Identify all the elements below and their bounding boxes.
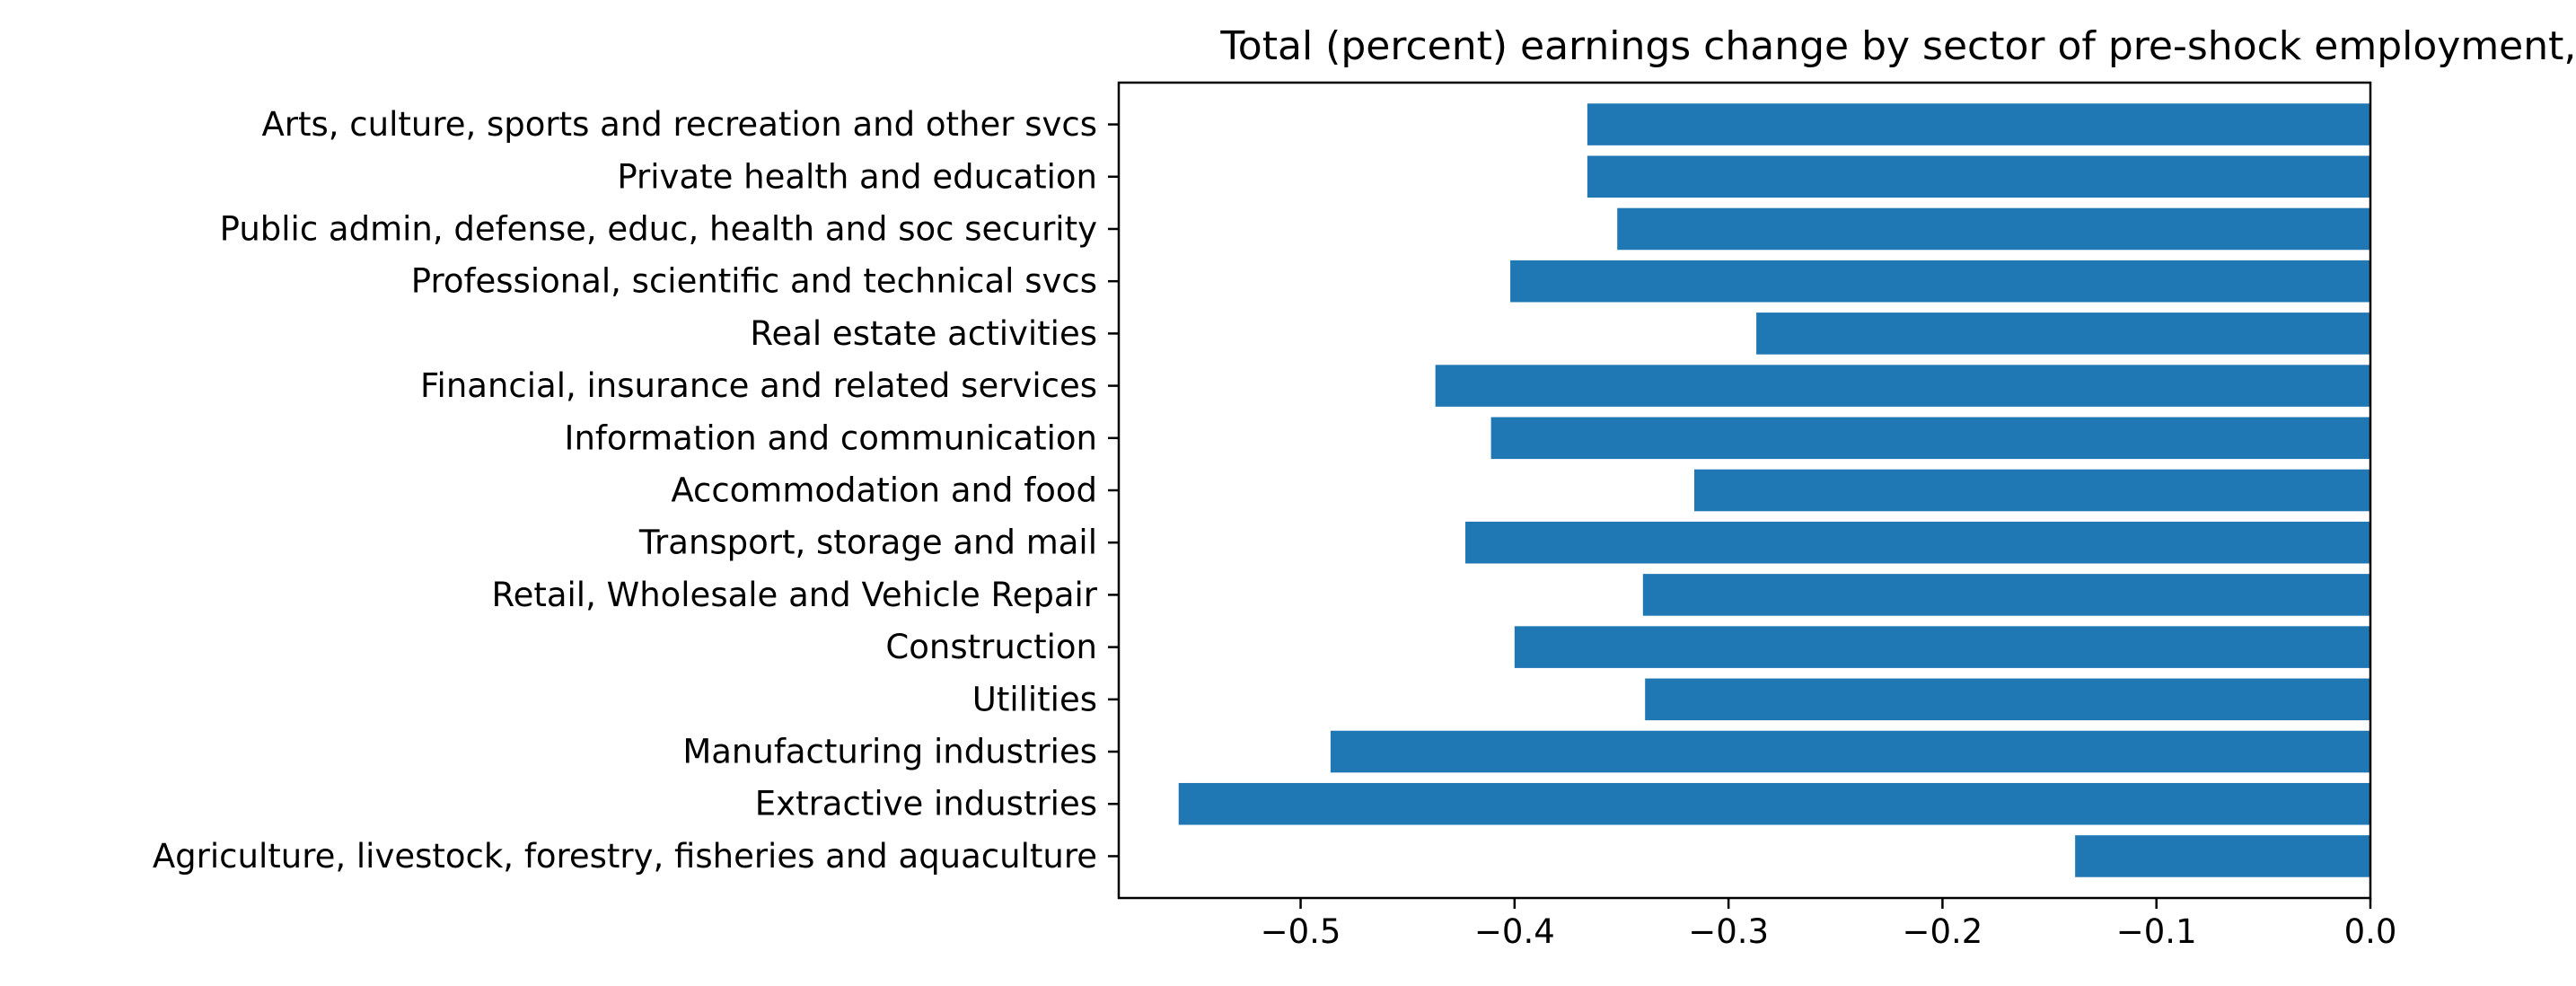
y-tick-label: Accommodation and food	[671, 471, 1097, 510]
y-tick-label: Financial, insurance and related service…	[420, 366, 1097, 405]
bar	[1490, 417, 2370, 460]
y-tick-label: Professional, scientific and technical s…	[411, 262, 1097, 301]
chart-title: Total (percent) earnings change by secto…	[1219, 23, 2576, 69]
bar	[1435, 365, 2370, 407]
x-tick-label: −0.2	[1902, 912, 1983, 951]
bar	[1330, 730, 2370, 773]
y-tick-label: Information and communication	[565, 418, 1097, 457]
y-tick-label: Extractive industries	[755, 785, 1097, 823]
bar	[2075, 835, 2370, 877]
y-tick-label: Transport, storage and mail	[638, 524, 1097, 562]
x-tick-label: −0.5	[1261, 912, 1341, 951]
bar	[1465, 521, 2370, 564]
bar	[1642, 574, 2370, 616]
bar	[1587, 155, 2370, 198]
y-tick-label: Utilities	[972, 680, 1097, 718]
bar	[1694, 469, 2370, 512]
y-tick-label: Construction	[885, 628, 1097, 666]
bar	[1587, 103, 2370, 145]
y-tick-label: Private health and education	[617, 157, 1097, 196]
plot-frame	[1117, 81, 2372, 900]
x-tick-label: −0.4	[1474, 912, 1555, 951]
x-axis: −0.5 −0.4 −0.3 −0.2 −0.1 0.0	[1261, 898, 2397, 951]
y-tick-label: Retail, Wholesale and Vehicle Repair	[492, 576, 1098, 614]
bar	[1756, 313, 2370, 355]
bar	[1178, 782, 2370, 825]
y-tick-label: Arts, culture, sports and recreation and…	[261, 105, 1097, 144]
bar	[1617, 207, 2370, 251]
bar	[1514, 626, 2370, 668]
y-tick-label: Agriculture, livestock, forestry, fisher…	[153, 837, 1097, 876]
y-axis: Agriculture, livestock, forestry, fisher…	[153, 105, 1119, 876]
y-tick-label: Manufacturing industries	[682, 733, 1097, 771]
bar	[1510, 260, 2370, 303]
x-tick-label: −0.1	[2116, 912, 2197, 951]
x-tick-label: −0.3	[1688, 912, 1769, 951]
bars-layer	[1178, 103, 2370, 877]
y-tick-label: Public admin, defense, educ, health and …	[220, 209, 1097, 248]
y-tick-label: Real estate activities	[750, 314, 1097, 353]
bar	[1645, 678, 2370, 721]
x-tick-label: 0.0	[2344, 912, 2397, 951]
